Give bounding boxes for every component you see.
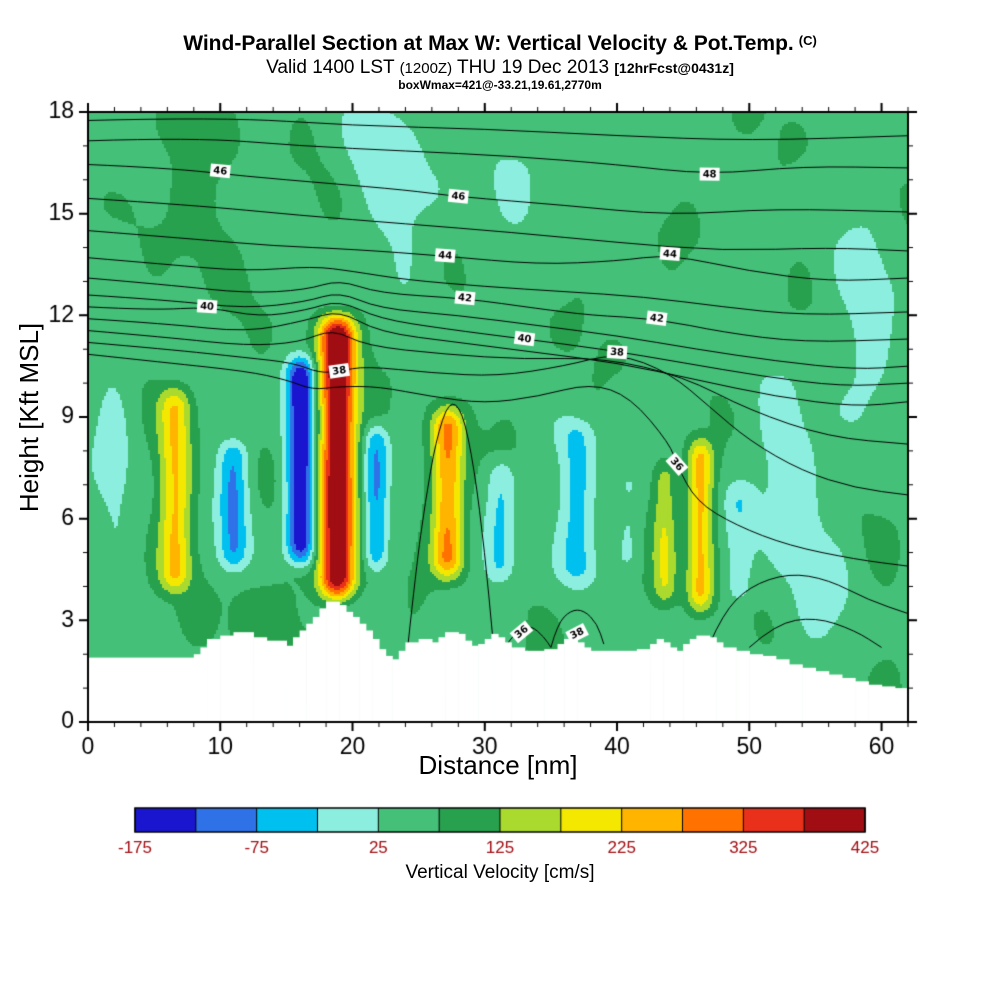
figure-header: Wind-Parallel Section at Max W: Vertical… [0, 32, 1000, 93]
forecast-tag: [12hrFcst@0431z] [614, 60, 734, 77]
x-axis-title: Distance [nm] [418, 750, 578, 780]
figure-title: Wind-Parallel Section at Max W: Vertical… [0, 32, 1000, 56]
title-unit: (C) [798, 33, 817, 48]
valid-prefix: Valid 1400 LST [266, 57, 395, 79]
box-info-line: boxWmax=421@-33.21,19.61,2770m [398, 77, 602, 92]
colorbar-caption: Vertical Velocity [cm/s] [405, 862, 595, 883]
valid-zulu: (1200Z) [399, 60, 453, 78]
title-text: Wind-Parallel Section at Max W: Vertical… [183, 32, 794, 55]
valid-date: THU 19 Dec 2013 [457, 57, 610, 79]
y-axis-title-text: Height [Kft MSL] [14, 322, 45, 512]
figure-subtitle: Valid 1400 LST (1200Z) THU 19 Dec 2013 [… [0, 57, 1000, 79]
y-axis-title: Height [Kft MSL] [10, 112, 50, 722]
